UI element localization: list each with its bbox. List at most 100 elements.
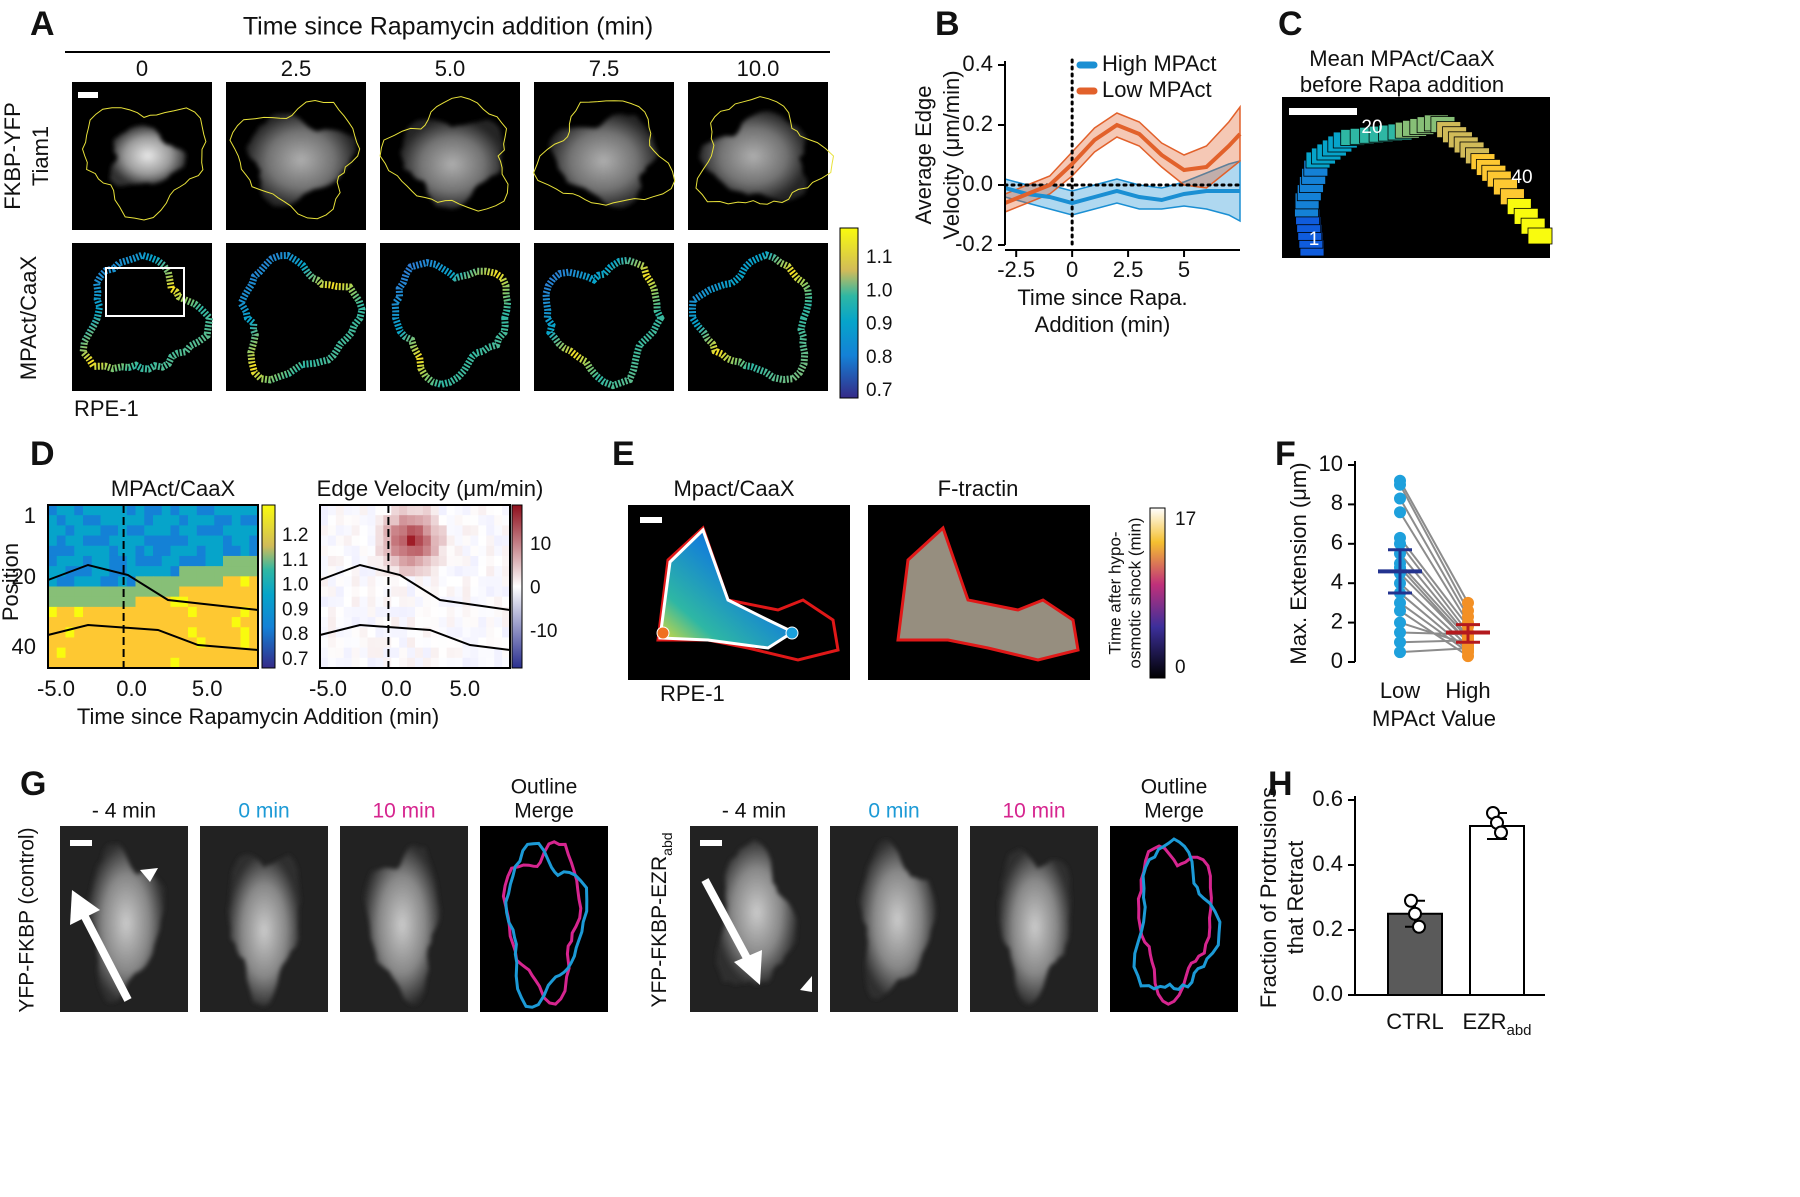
heatmap-cell — [359, 627, 368, 638]
heatmap-cell — [462, 596, 471, 608]
heatmap-cell — [351, 555, 361, 567]
heatmap-cell — [438, 586, 448, 598]
heatmap-cell — [231, 545, 241, 557]
heatmap-cell — [502, 657, 511, 669]
heatmap-cell — [48, 627, 58, 638]
marker — [785, 626, 799, 640]
heatmap-cell — [170, 525, 180, 537]
x-tick-label: High — [1445, 678, 1490, 703]
heatmap-cell — [327, 515, 337, 526]
heatmap-cell — [144, 596, 154, 608]
heatmap-cell — [478, 617, 487, 628]
heatmap-cell — [391, 617, 400, 628]
heatmap-cell — [375, 576, 384, 587]
cell-body — [858, 840, 937, 1000]
heatmap-cell — [375, 617, 384, 628]
heatmap-cell — [109, 617, 119, 628]
heatmap-cell — [196, 596, 206, 608]
heatmap-cell — [407, 525, 416, 537]
heatmap-cell — [454, 637, 463, 649]
heatmap-cell — [407, 586, 416, 598]
panel-title: Mean MPAct/CaaX — [1309, 46, 1495, 71]
colorbar-tick: 0.8 — [282, 624, 308, 645]
heatmap-cell — [399, 586, 408, 598]
scale-bar — [1289, 108, 1357, 115]
heatmap-cell — [494, 586, 503, 598]
heatmap-cell — [144, 586, 154, 598]
heatmap-cell — [170, 637, 180, 649]
data-point — [1462, 642, 1474, 655]
time-label: 0 min — [238, 800, 289, 823]
heatmap-cell — [56, 535, 66, 547]
heatmap-cell — [74, 596, 84, 608]
heatmap-cell — [249, 617, 259, 628]
heatmap-cell — [100, 515, 110, 526]
heatmap-cell — [470, 627, 479, 638]
heatmap-cell — [462, 586, 471, 598]
heatmap-cell — [391, 525, 400, 537]
heatmap-cell — [153, 555, 163, 567]
heatmap-cell — [486, 596, 495, 608]
heatmap-cell — [83, 555, 93, 567]
heatmap-cell — [494, 647, 503, 659]
heatmap-cell — [240, 637, 250, 649]
heatmap-cell — [422, 657, 432, 669]
heatmap-cell — [470, 535, 479, 547]
heatmap-cell — [83, 617, 93, 628]
heatmap-cell — [249, 627, 259, 638]
heatmap-cell — [74, 637, 84, 649]
heatmap-cell — [231, 515, 241, 526]
heatmap-cell — [446, 545, 456, 557]
heatmap-cell — [91, 566, 101, 577]
heatmap-cell — [74, 657, 84, 669]
heatmap-cell — [231, 647, 241, 659]
heatmap-cell — [320, 647, 329, 659]
heatmap-cell — [430, 617, 440, 628]
time-label: 10 min — [372, 800, 435, 823]
heatmap-cell — [478, 637, 487, 649]
heatmap-cell — [179, 617, 189, 628]
heatmap-cell — [100, 555, 110, 567]
heatmap-cell — [486, 515, 495, 526]
heatmap-cell — [320, 596, 329, 608]
heatmap-cell — [415, 617, 424, 628]
heatmap-cell — [223, 596, 233, 608]
colorbar-tick: 1.2 — [282, 525, 308, 546]
heatmap-cell — [391, 545, 400, 557]
heatmap-cell — [135, 525, 145, 537]
heatmap-cell — [74, 627, 84, 638]
heatmap-cell — [48, 617, 58, 628]
heatmap-cell — [422, 535, 432, 547]
heatmap-cell — [359, 566, 368, 577]
cell-body — [400, 119, 505, 209]
heatmap-cell — [153, 657, 163, 669]
heatmap-cell — [153, 637, 163, 649]
heatmap-cell — [320, 505, 329, 516]
heatmap-cell — [223, 627, 233, 638]
heatmap-cell — [415, 596, 424, 608]
heatmap-cell — [100, 566, 110, 577]
row-label-sub: abd — [659, 832, 675, 855]
series-line — [1004, 122, 1242, 205]
colorbar-tick: 17 — [1175, 509, 1196, 530]
pair-link — [1399, 639, 1469, 644]
cell-outline — [695, 96, 835, 205]
heatmap-cell — [144, 617, 154, 628]
heatmap-cell — [320, 545, 329, 557]
cell-body — [998, 849, 1071, 1005]
heatmap-cell — [502, 525, 511, 537]
heatmap-cell — [462, 555, 471, 567]
heatmap-cell — [65, 627, 75, 638]
heatmap-cell — [223, 606, 233, 618]
heatmap-cell — [438, 545, 448, 557]
heatmap-cell — [399, 515, 408, 526]
heatmap-cell — [470, 515, 479, 526]
heatmap-frame — [319, 504, 511, 669]
heatmap-cell — [170, 555, 180, 567]
heatmap-cell — [196, 505, 206, 516]
heatmap-cell — [74, 617, 84, 628]
heatmap-cell — [196, 657, 206, 669]
heatmap-cell — [74, 555, 84, 567]
heatmap-cell — [430, 566, 440, 577]
x-tick-label: -5.0 — [309, 676, 347, 701]
